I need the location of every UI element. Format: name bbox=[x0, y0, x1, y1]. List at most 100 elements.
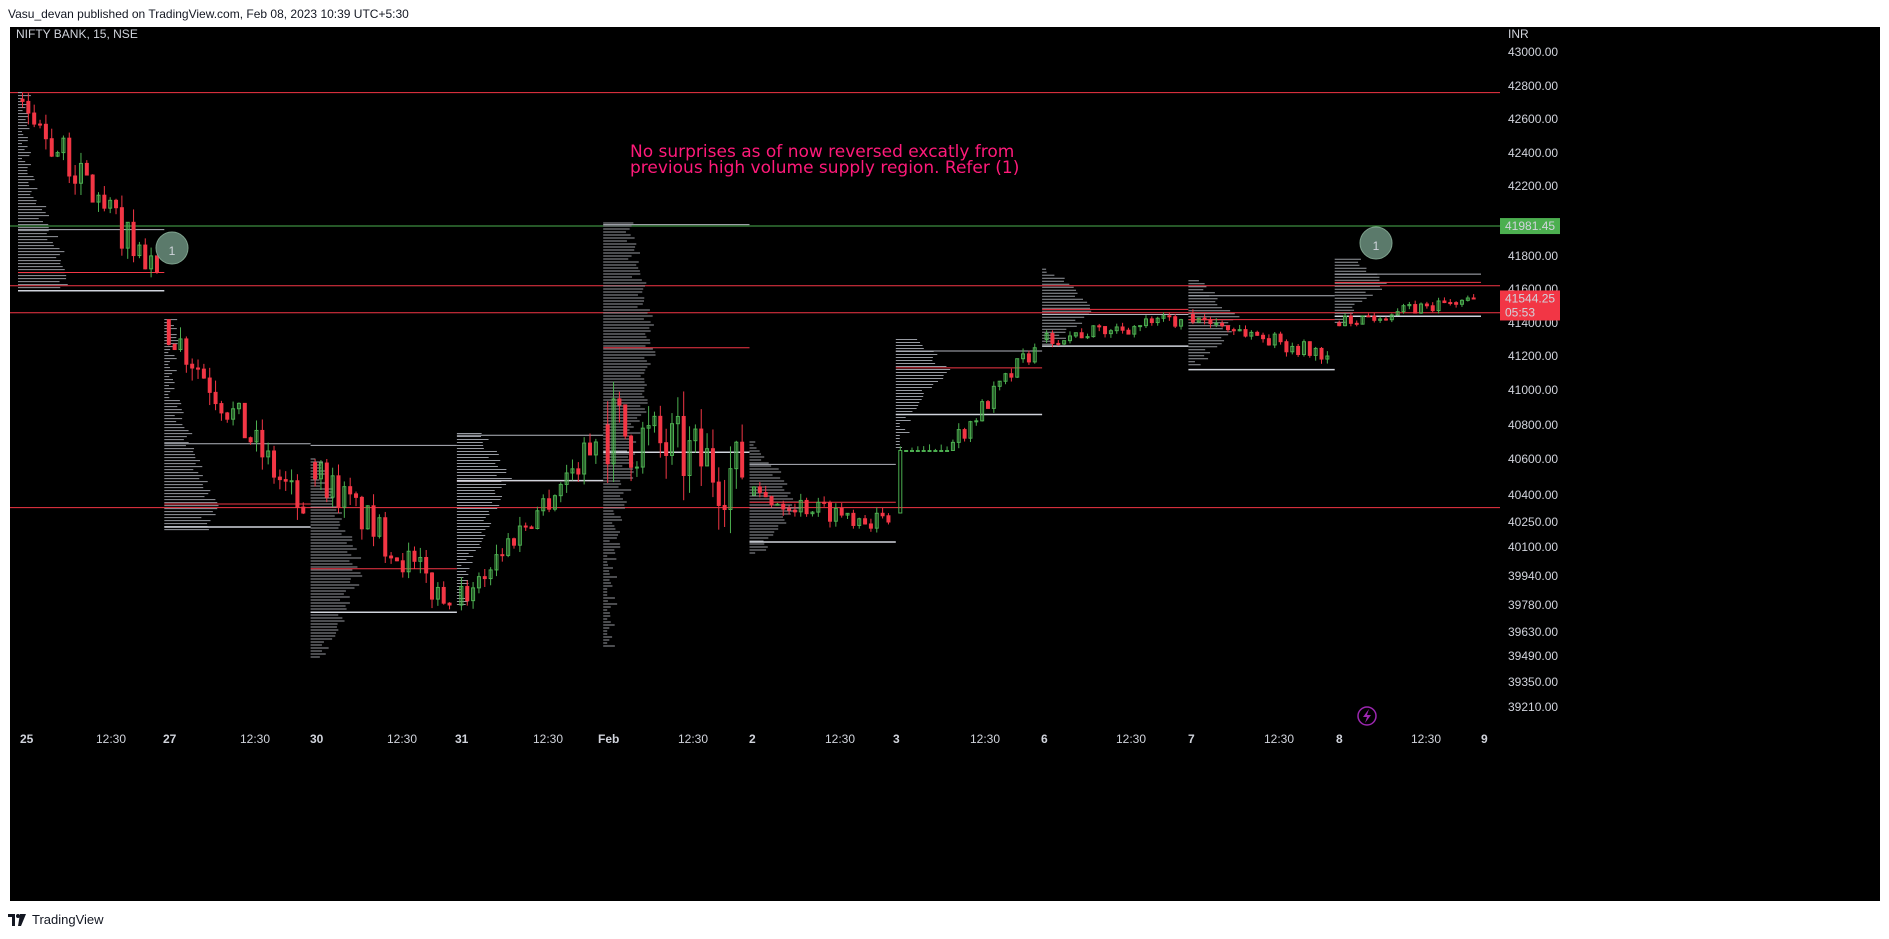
chart-area[interactable]: 43000.00 42800.00 42600.00 42400.00 42200.00… bbox=[10, 27, 1880, 901]
candle-body[interactable] bbox=[1354, 322, 1359, 325]
candle-body[interactable] bbox=[38, 123, 43, 126]
candle-body[interactable] bbox=[552, 495, 557, 510]
candle-body[interactable] bbox=[488, 569, 493, 580]
candle-body[interactable] bbox=[670, 423, 675, 456]
candle-body[interactable] bbox=[1448, 302, 1453, 305]
candle-body[interactable] bbox=[20, 98, 25, 102]
candle-body[interactable] bbox=[313, 462, 318, 480]
candle-body[interactable] bbox=[1313, 347, 1318, 356]
candle-body[interactable] bbox=[342, 486, 347, 508]
candle-body[interactable] bbox=[254, 429, 259, 443]
candle-body[interactable] bbox=[781, 503, 786, 510]
candle-body[interactable] bbox=[383, 517, 388, 557]
candle-body[interactable] bbox=[1389, 314, 1394, 321]
candle-body[interactable] bbox=[336, 475, 341, 508]
candle-body[interactable] bbox=[1454, 302, 1459, 305]
candle-body[interactable] bbox=[1114, 326, 1119, 332]
candle-body[interactable] bbox=[1471, 297, 1476, 300]
candle-body[interactable] bbox=[752, 486, 756, 496]
candle-body[interactable] bbox=[740, 441, 745, 478]
candle-body[interactable] bbox=[775, 503, 780, 506]
candle-body[interactable] bbox=[623, 404, 628, 437]
candle-body[interactable] bbox=[389, 555, 394, 559]
candle-body[interactable] bbox=[512, 538, 517, 546]
candle-body[interactable] bbox=[804, 499, 809, 515]
candle-body[interactable] bbox=[1266, 338, 1271, 346]
candle-body[interactable] bbox=[482, 576, 487, 580]
candle-body[interactable] bbox=[839, 507, 844, 516]
candle-body[interactable] bbox=[617, 398, 622, 406]
candle-body[interactable] bbox=[131, 221, 136, 257]
candle-body[interactable] bbox=[997, 380, 1002, 387]
candle-body[interactable] bbox=[84, 162, 89, 176]
candle-body[interactable] bbox=[371, 505, 376, 537]
candle-body[interactable] bbox=[956, 429, 961, 443]
candle-body[interactable] bbox=[1067, 335, 1072, 342]
candle-body[interactable] bbox=[728, 468, 733, 511]
candle-body[interactable] bbox=[26, 100, 31, 114]
candle-body[interactable] bbox=[1173, 316, 1178, 327]
candle-body[interactable] bbox=[359, 496, 364, 530]
candle-body[interactable] bbox=[1085, 336, 1090, 339]
candle-body[interactable] bbox=[248, 437, 253, 443]
candle-body[interactable] bbox=[1237, 329, 1242, 332]
candle-body[interactable] bbox=[1383, 318, 1388, 321]
candle-body[interactable] bbox=[430, 572, 435, 600]
candle-body[interactable] bbox=[55, 152, 60, 157]
candle-body[interactable] bbox=[1062, 340, 1067, 345]
candle-body[interactable] bbox=[1378, 318, 1383, 321]
candle-body[interactable] bbox=[108, 199, 113, 209]
candle-body[interactable] bbox=[675, 415, 680, 425]
candle-body[interactable] bbox=[1307, 341, 1312, 356]
candle-body[interactable] bbox=[1424, 303, 1429, 307]
candle-body[interactable] bbox=[868, 523, 873, 529]
candle-body[interactable] bbox=[658, 415, 663, 444]
candle-body[interactable] bbox=[354, 493, 359, 498]
candle-body[interactable] bbox=[1208, 319, 1213, 325]
candle-body[interactable] bbox=[1138, 325, 1143, 328]
candle-body[interactable] bbox=[950, 441, 955, 452]
candle-body[interactable] bbox=[523, 525, 528, 528]
candle-body[interactable] bbox=[1231, 329, 1236, 332]
candle-body[interactable] bbox=[664, 442, 669, 456]
candle-body[interactable] bbox=[1325, 355, 1330, 360]
candle-body[interactable] bbox=[394, 557, 399, 562]
candle-body[interactable] bbox=[400, 560, 405, 573]
candle-body[interactable] bbox=[424, 556, 429, 574]
candle-body[interactable] bbox=[295, 480, 300, 508]
candle-body[interactable] bbox=[1003, 373, 1008, 382]
candle-body[interactable] bbox=[822, 501, 827, 504]
candle-body[interactable] bbox=[277, 476, 282, 481]
candle-body[interactable] bbox=[1360, 315, 1365, 325]
candle-body[interactable] bbox=[266, 450, 271, 458]
candle-body[interactable] bbox=[1103, 326, 1108, 335]
candle-body[interactable] bbox=[1021, 353, 1026, 360]
candle-body[interactable] bbox=[318, 462, 323, 480]
candle-body[interactable] bbox=[845, 512, 850, 516]
candle-body[interactable] bbox=[1395, 311, 1400, 316]
candle-body[interactable] bbox=[324, 462, 329, 498]
candle-body[interactable] bbox=[1220, 322, 1225, 327]
candle-body[interactable] bbox=[558, 483, 563, 497]
candle-body[interactable] bbox=[236, 402, 241, 410]
candle-body[interactable] bbox=[564, 472, 569, 485]
candle-body[interactable] bbox=[43, 123, 48, 140]
candle-body[interactable] bbox=[1319, 347, 1324, 360]
candle-body[interactable] bbox=[1249, 331, 1254, 337]
candle-body[interactable] bbox=[441, 586, 446, 604]
candle-body[interactable] bbox=[763, 492, 768, 498]
candle-body[interactable] bbox=[1126, 329, 1131, 335]
candle-body[interactable] bbox=[418, 556, 423, 562]
candle-body[interactable] bbox=[886, 515, 891, 523]
candle-body[interactable] bbox=[1161, 315, 1166, 319]
candle-body[interactable] bbox=[1132, 326, 1137, 335]
candle-body[interactable] bbox=[915, 450, 920, 452]
candle-body[interactable] bbox=[435, 586, 440, 600]
candle-body[interactable] bbox=[1097, 325, 1102, 328]
candle-body[interactable] bbox=[757, 486, 762, 494]
candle-body[interactable] bbox=[927, 450, 932, 452]
candle-body[interactable] bbox=[687, 440, 692, 476]
candle-body[interactable] bbox=[78, 162, 83, 184]
candle-body[interactable] bbox=[330, 475, 335, 498]
candle-body[interactable] bbox=[1419, 303, 1424, 314]
